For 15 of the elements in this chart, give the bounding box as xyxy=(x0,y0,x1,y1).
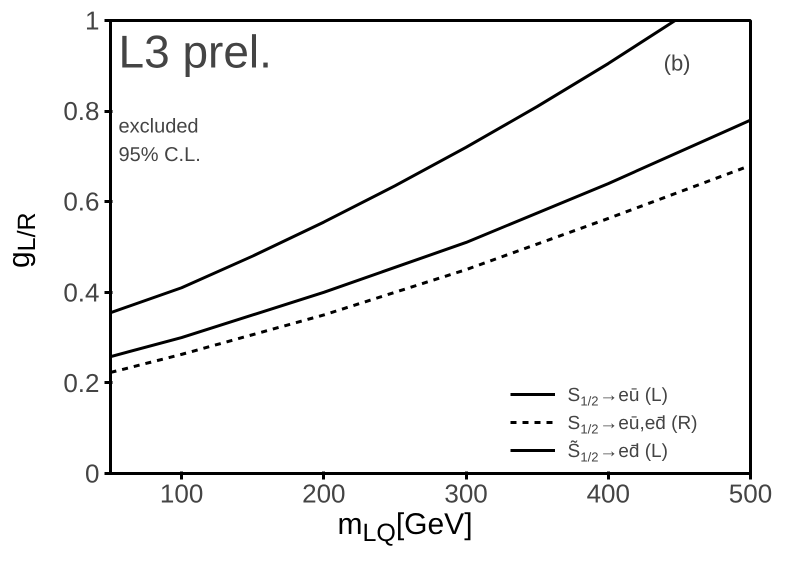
x-tick-label: 500 xyxy=(728,478,772,508)
y-tick-label: 0.6 xyxy=(63,186,100,217)
y-tick-label: 0.2 xyxy=(63,368,100,398)
x-tick-label: 400 xyxy=(586,478,630,508)
x-tick-label: 200 xyxy=(302,478,346,508)
annotation: (b) xyxy=(664,50,691,76)
y-tick-label: 0 xyxy=(85,458,100,488)
x-tick-label: 100 xyxy=(160,478,204,508)
y-tick-label: 1 xyxy=(85,6,100,36)
annotation: L3 prel. xyxy=(118,26,272,78)
annotation: excluded 95% C.L. xyxy=(118,116,201,166)
y-tick-label: 0.8 xyxy=(63,96,100,126)
y-tick-label: 0.4 xyxy=(63,277,100,308)
x-tick-label: 300 xyxy=(444,478,488,508)
x-axis-title: m$_{LQ}$[GeV] xyxy=(337,508,473,547)
